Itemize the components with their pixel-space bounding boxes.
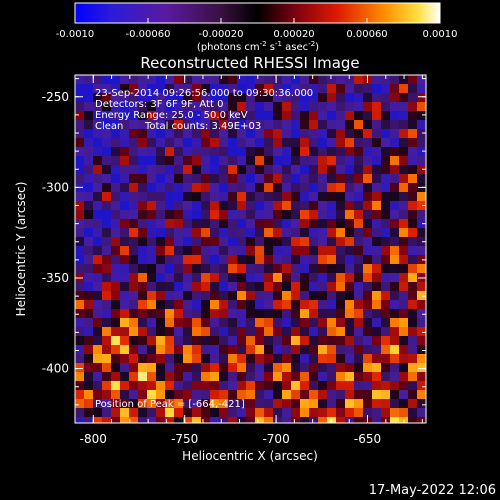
annotation-total-counts: Total counts: 3.49E+03 (144, 121, 261, 132)
y-tick-label: -300 (42, 180, 69, 194)
colorbar-ticks: -0.0010 -0.00060 -0.00020 0.00020 0.00060 0.0… (56, 18, 458, 40)
annotation-method: Clean (95, 121, 123, 132)
footer-timestamp: 17-May-2022 12:06 (369, 483, 496, 498)
colorbar-unit-label: (photons cm-2 s-1 asec-2) (197, 40, 319, 53)
colorbar-tick-label: -0.0010 (56, 29, 95, 40)
plot-frame (74, 74, 427, 424)
x-tick-label: -650 (354, 432, 381, 446)
annotation-energy: Energy Range: 25.0 - 50.0 keV (95, 110, 248, 121)
x-tick-label: -700 (262, 432, 289, 446)
y-axis-label: Heliocentric Y (arcsec) (14, 182, 28, 317)
x-tick-label: -800 (80, 432, 107, 446)
x-tick-label: -750 (171, 432, 198, 446)
rhessi-image (75, 75, 426, 423)
colorbar-tick-label: -0.00060 (126, 29, 171, 40)
colorbar-tick-label: 0.00020 (273, 29, 314, 40)
y-axis-ticks: -250 -300 -350 -400 (42, 78, 426, 406)
y-tick-label: -250 (42, 90, 69, 104)
colorbar: -0.0010 -0.00060 -0.00020 0.00020 0.00060 0.0… (56, 2, 458, 53)
y-tick-label: -400 (42, 362, 69, 376)
annotation-peak-position: Position of Peak = [-664,-421] (95, 399, 245, 410)
x-axis-ticks: -800 -750 -700 -650 (80, 75, 423, 446)
colorbar-tick-label: 0.0010 (423, 29, 458, 40)
colorbar-gradient (74, 2, 441, 24)
x-axis-label: Heliocentric X (arcsec) (182, 449, 318, 463)
image-annotations: 23-Sep-2014 09:26:56.000 to 09:30:36.000… (95, 88, 313, 410)
colorbar-tick-label: 0.00060 (346, 29, 387, 40)
colorbar-tick-label: -0.00020 (199, 29, 244, 40)
annotation-detectors: Detectors: 3F 6F 9F, Att 0 (95, 99, 223, 110)
annotation-time-range: 23-Sep-2014 09:26:56.000 to 09:30:36.000 (95, 88, 313, 99)
plot-title: Reconstructed RHESSI Image (140, 54, 359, 72)
y-tick-label: -350 (42, 271, 69, 285)
